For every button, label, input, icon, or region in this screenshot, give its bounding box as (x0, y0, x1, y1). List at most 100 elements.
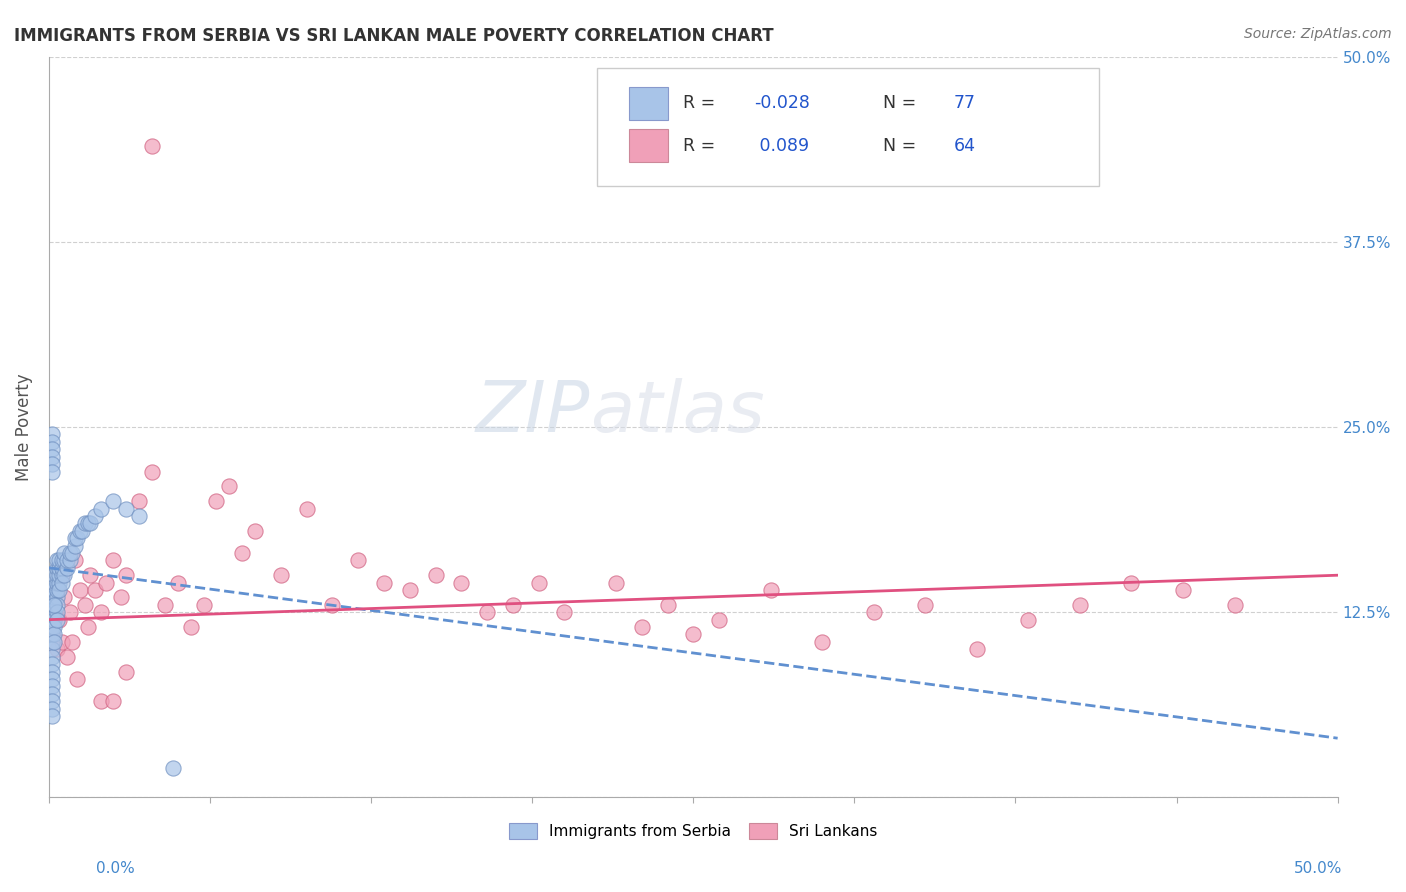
Point (41, 613, 63, 627)
Point (89, 501, 111, 516)
Point (128, 494, 150, 508)
Point (42, 613, 65, 627)
Point (682, 627, 704, 641)
Point (707, 613, 730, 627)
Point (84, 582, 107, 597)
Point (58, 605, 80, 619)
Point (41, 457, 63, 471)
Point (1017, 613, 1039, 627)
Point (193, 598, 215, 612)
Point (45, 605, 67, 619)
Point (45, 568, 67, 582)
Point (53, 546, 76, 560)
Point (94, 575, 117, 590)
Point (41, 665, 63, 679)
Text: 0.0%: 0.0% (96, 861, 135, 876)
Point (63, 539, 86, 553)
Point (41, 694, 63, 708)
Point (48, 568, 70, 582)
Point (166, 575, 188, 590)
Point (759, 582, 782, 597)
Point (218, 479, 240, 493)
Point (48, 553, 70, 567)
Point (51, 561, 73, 575)
Point (42, 620, 65, 634)
Point (45, 561, 67, 575)
Point (141, 465, 163, 479)
Point (811, 635, 834, 649)
Point (66, 672, 89, 686)
Point (56, 553, 79, 567)
Point (89, 605, 111, 619)
Point (42, 591, 65, 605)
Point (41, 434, 63, 449)
Point (42, 627, 65, 641)
FancyBboxPatch shape (628, 87, 668, 120)
Point (45, 591, 67, 605)
Point (48, 582, 70, 597)
Point (1069, 598, 1091, 612)
Point (605, 575, 627, 590)
Point (53, 553, 76, 567)
Point (862, 605, 884, 619)
Point (527, 575, 550, 590)
Point (41, 627, 63, 641)
Point (425, 568, 447, 582)
Point (270, 568, 292, 582)
Point (42, 598, 65, 612)
Point (51, 635, 73, 649)
Point (48, 613, 70, 627)
Point (103, 553, 125, 567)
Point (63, 531, 86, 545)
Point (60, 635, 83, 649)
Point (450, 575, 472, 590)
Point (79, 568, 101, 582)
Point (657, 598, 679, 612)
Point (41, 642, 63, 657)
Text: N =: N = (883, 95, 921, 112)
Text: Source: ZipAtlas.com: Source: ZipAtlas.com (1244, 27, 1392, 41)
Point (41, 465, 63, 479)
Point (1223, 598, 1246, 612)
Point (115, 501, 138, 516)
Text: R =: R = (683, 136, 721, 154)
Point (45, 575, 67, 590)
Point (42, 635, 65, 649)
Point (205, 494, 228, 508)
Point (42, 568, 65, 582)
Point (51, 568, 73, 582)
Text: atlas: atlas (591, 377, 765, 447)
Text: ZIP: ZIP (475, 377, 591, 447)
Point (398, 582, 420, 597)
Point (630, 620, 652, 634)
Point (66, 531, 89, 545)
Point (45, 598, 67, 612)
Point (41, 598, 63, 612)
Point (45, 613, 67, 627)
Point (41, 657, 63, 672)
Point (63, 553, 86, 567)
Text: 50.0%: 50.0% (1295, 861, 1343, 876)
Point (84, 508, 107, 523)
Point (41, 701, 63, 715)
Text: R =: R = (683, 95, 721, 112)
Point (475, 605, 498, 619)
Point (553, 605, 575, 619)
Point (153, 598, 176, 612)
Point (73, 598, 96, 612)
Point (41, 591, 63, 605)
Point (41, 442, 63, 457)
Point (89, 694, 111, 708)
Point (58, 546, 80, 560)
Point (42, 575, 65, 590)
Point (58, 553, 80, 567)
Point (41, 582, 63, 597)
Point (231, 546, 253, 560)
Point (41, 649, 63, 664)
Point (53, 591, 76, 605)
Point (41, 679, 63, 693)
Point (60, 546, 83, 560)
Point (41, 598, 63, 612)
Point (76, 516, 98, 531)
FancyBboxPatch shape (596, 68, 1099, 186)
